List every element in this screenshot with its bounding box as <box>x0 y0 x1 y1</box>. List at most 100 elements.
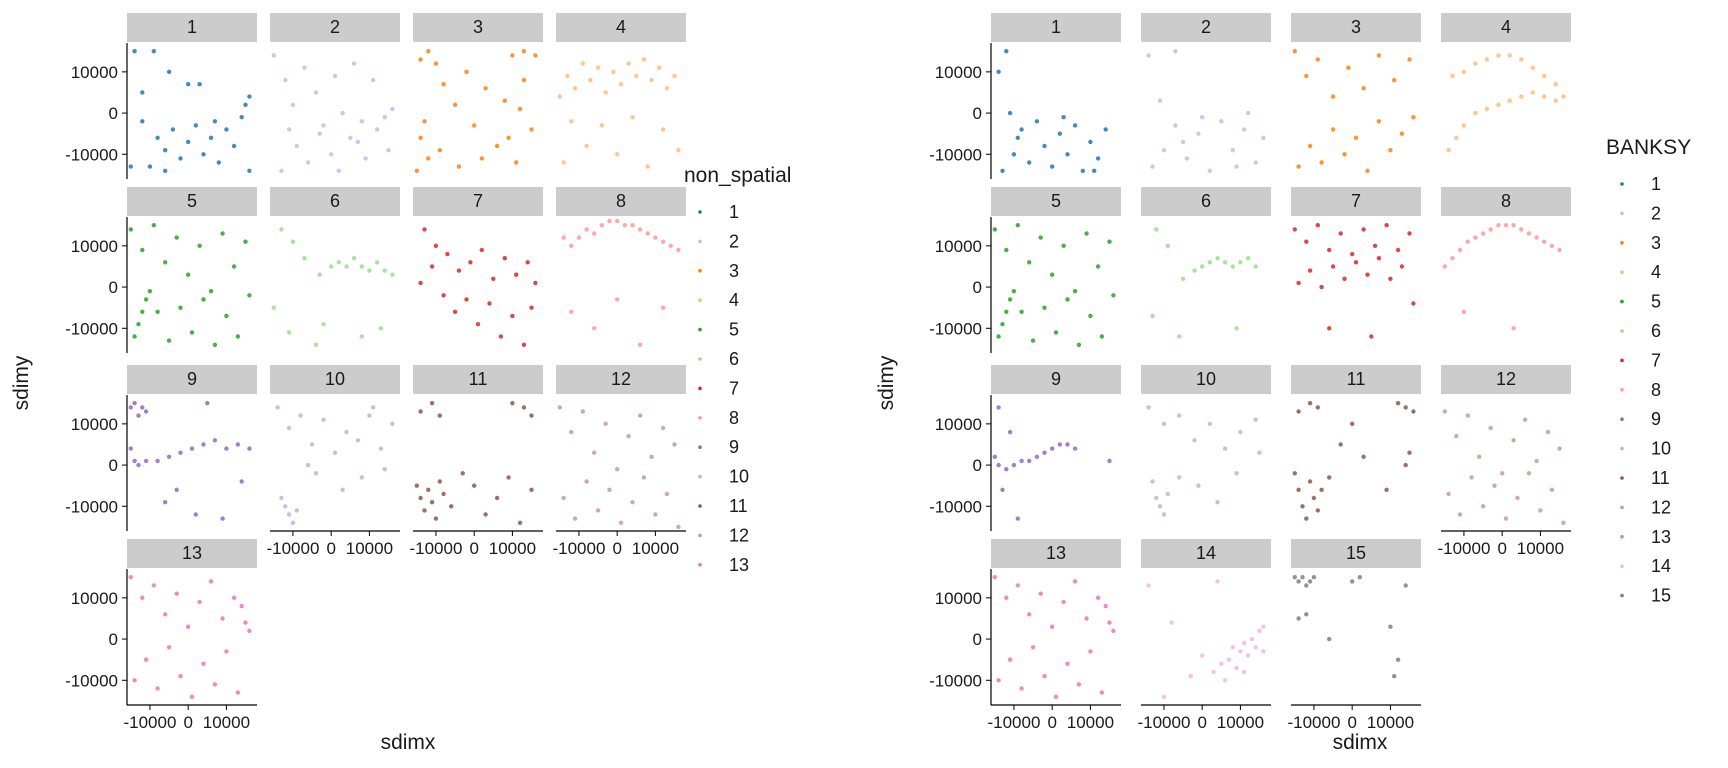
data-point <box>151 223 156 228</box>
data-point <box>1296 579 1301 584</box>
x-axis-title: sdimx <box>381 731 436 754</box>
data-point <box>1053 694 1059 699</box>
data-point <box>472 483 477 488</box>
data-point <box>1238 429 1243 435</box>
data-point <box>306 462 311 468</box>
data-point <box>1357 575 1363 580</box>
y-tick-label: 10000 <box>935 237 982 256</box>
data-point <box>1196 483 1201 488</box>
facet-strip <box>413 187 543 216</box>
legend-label: 4 <box>729 290 739 310</box>
data-point <box>143 297 149 302</box>
data-point <box>174 487 179 492</box>
data-point <box>1319 284 1324 290</box>
y-tick-label: -10000 <box>929 497 982 516</box>
data-point <box>483 86 488 91</box>
data-point <box>1292 575 1298 580</box>
data-point <box>996 678 1001 683</box>
data-point <box>136 462 141 468</box>
data-point <box>630 223 635 228</box>
data-point <box>1350 251 1355 257</box>
data-point <box>460 471 465 476</box>
data-point <box>1050 164 1055 169</box>
facet-strip-label: 4 <box>616 17 626 37</box>
data-point <box>1027 260 1032 265</box>
data-point <box>592 450 597 455</box>
legend-key <box>698 210 702 214</box>
data-point <box>186 82 191 87</box>
data-point <box>649 77 654 83</box>
data-point <box>572 516 578 521</box>
data-point <box>429 264 435 269</box>
data-point <box>1534 458 1539 464</box>
facet-panel: 10 <box>1141 365 1271 517</box>
legend-key <box>698 445 702 450</box>
data-point <box>1050 446 1055 451</box>
data-point <box>1330 94 1336 99</box>
data-point <box>1342 152 1347 157</box>
data-point <box>1234 471 1239 476</box>
facet-strip <box>1291 13 1421 42</box>
data-point <box>529 305 534 310</box>
data-point <box>668 243 673 248</box>
legend-key <box>698 269 702 273</box>
data-point <box>1042 305 1047 310</box>
data-point <box>1050 624 1055 629</box>
data-point <box>615 297 620 302</box>
data-point <box>1484 57 1490 62</box>
data-point <box>147 289 153 294</box>
facet-panel: 1 -10000 0 10000 <box>929 13 1121 179</box>
data-point <box>1446 148 1451 153</box>
data-point <box>561 160 566 165</box>
x-tick-label: -10000 <box>123 713 176 732</box>
x-tick-label: -10000 <box>1137 713 1190 732</box>
facet-strip-label: 4 <box>1501 17 1511 37</box>
data-point <box>630 115 635 120</box>
data-point <box>1388 624 1393 629</box>
data-point <box>1304 612 1309 617</box>
data-point <box>1207 168 1213 173</box>
data-point <box>1496 53 1501 58</box>
data-point <box>1399 131 1405 136</box>
facet-strip-label: 14 <box>1196 543 1216 563</box>
data-point <box>1488 227 1493 232</box>
legend-key <box>1620 535 1624 539</box>
data-point <box>580 61 585 66</box>
x-tick-label: 0 <box>326 539 335 558</box>
facet-strip <box>1141 539 1271 568</box>
legend-key <box>1620 299 1624 304</box>
data-point <box>166 338 172 343</box>
facet-strip-label: 9 <box>1051 369 1061 389</box>
data-point <box>359 119 364 124</box>
facet-strip-label: 5 <box>1051 191 1061 211</box>
data-point <box>426 487 431 492</box>
data-point <box>201 442 206 447</box>
data-point <box>599 223 605 228</box>
data-point <box>243 620 248 625</box>
data-point <box>1076 682 1082 687</box>
data-point <box>1184 156 1190 161</box>
data-point <box>576 235 582 240</box>
data-point <box>1457 247 1463 253</box>
data-point <box>1534 235 1539 240</box>
data-point <box>1530 65 1536 70</box>
data-point <box>452 309 458 314</box>
data-point <box>275 405 280 410</box>
data-point <box>340 110 345 116</box>
facet-strip-label: 1 <box>1051 17 1061 37</box>
data-point <box>1327 475 1332 480</box>
data-point <box>1296 164 1301 169</box>
data-point <box>1242 641 1247 646</box>
facet-strip-label: 11 <box>1347 369 1366 389</box>
x-tick-label: 0 <box>1347 713 1356 732</box>
data-point <box>163 168 168 173</box>
facet-panel: 9 -10000 0 10000 <box>929 365 1121 531</box>
data-point <box>634 73 639 79</box>
facet-strip <box>1141 365 1271 394</box>
data-point <box>1477 454 1482 459</box>
data-point <box>132 334 137 339</box>
data-point <box>294 508 299 513</box>
data-point <box>422 508 427 513</box>
legend-label: 7 <box>1651 350 1661 370</box>
facet-strip <box>1141 13 1271 42</box>
